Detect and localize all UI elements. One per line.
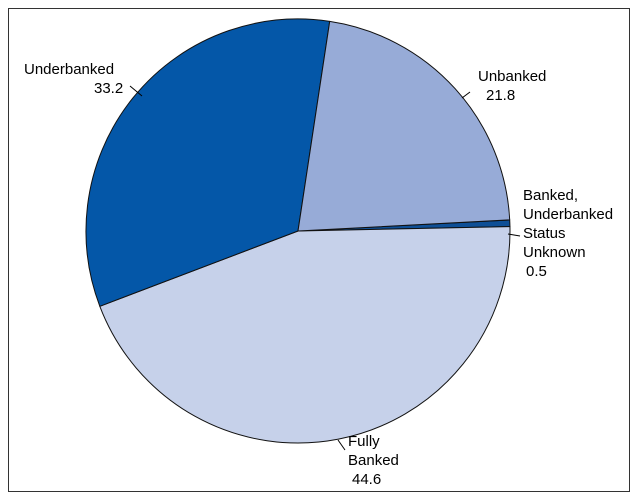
slice-value-label: 0.5 [526,263,547,280]
leader-line-underbanked [129,85,143,97]
slice-label-unbanked: Unbanked 21.8 [478,68,546,104]
slice-label-fully-banked: Fully Banked 44.6 [348,433,399,488]
pie-slices [85,18,511,444]
leader-line-banked-underbanked-status-unknown [507,233,521,237]
leader-line-unbanked [461,91,471,99]
leader-lines [129,85,521,451]
pie-slice-unbanked [297,20,511,232]
slice-label-line: Fully [348,433,380,450]
slice-label-line: Unbanked [478,68,546,85]
slice-value-label: 21.8 [486,87,515,104]
slice-label-banked-underbanked-status-unknown: Banked, Underbanked Status Unknown 0.5 [523,187,613,280]
slice-label-line: Underbanked [523,206,613,223]
slice-label-line: Banked [348,452,399,469]
slice-value-label: 44.6 [352,471,381,488]
slice-label-line: Unknown [523,244,586,261]
slice-label-line: Underbanked [24,61,114,78]
slice-value-label: 33.2 [94,80,123,97]
pie-slice-fully-banked [99,226,511,444]
slice-label-underbanked: Underbanked 33.2 [24,61,123,97]
leader-line-fully-banked [337,439,346,451]
slice-label-line: Banked, [523,187,578,204]
slice-label-line: Status [523,225,566,242]
pie-slice-underbanked [85,18,331,307]
